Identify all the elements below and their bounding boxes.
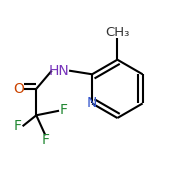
Text: HN: HN: [49, 64, 70, 78]
Text: O: O: [14, 82, 24, 96]
Text: N: N: [87, 96, 97, 110]
Text: CH₃: CH₃: [105, 26, 129, 39]
Text: F: F: [60, 103, 68, 117]
Text: F: F: [41, 133, 49, 147]
Text: F: F: [14, 119, 22, 133]
